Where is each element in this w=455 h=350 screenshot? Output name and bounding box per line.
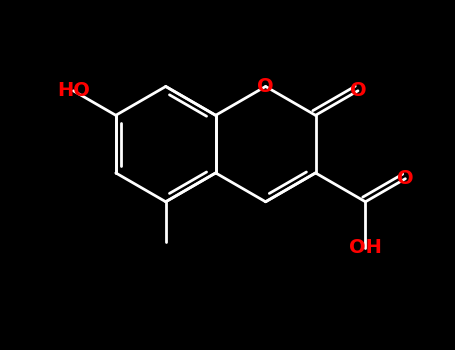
Text: O: O xyxy=(349,81,366,100)
Text: O: O xyxy=(397,169,414,188)
Text: HO: HO xyxy=(57,81,90,100)
Text: OH: OH xyxy=(349,238,382,257)
Text: O: O xyxy=(257,77,274,96)
